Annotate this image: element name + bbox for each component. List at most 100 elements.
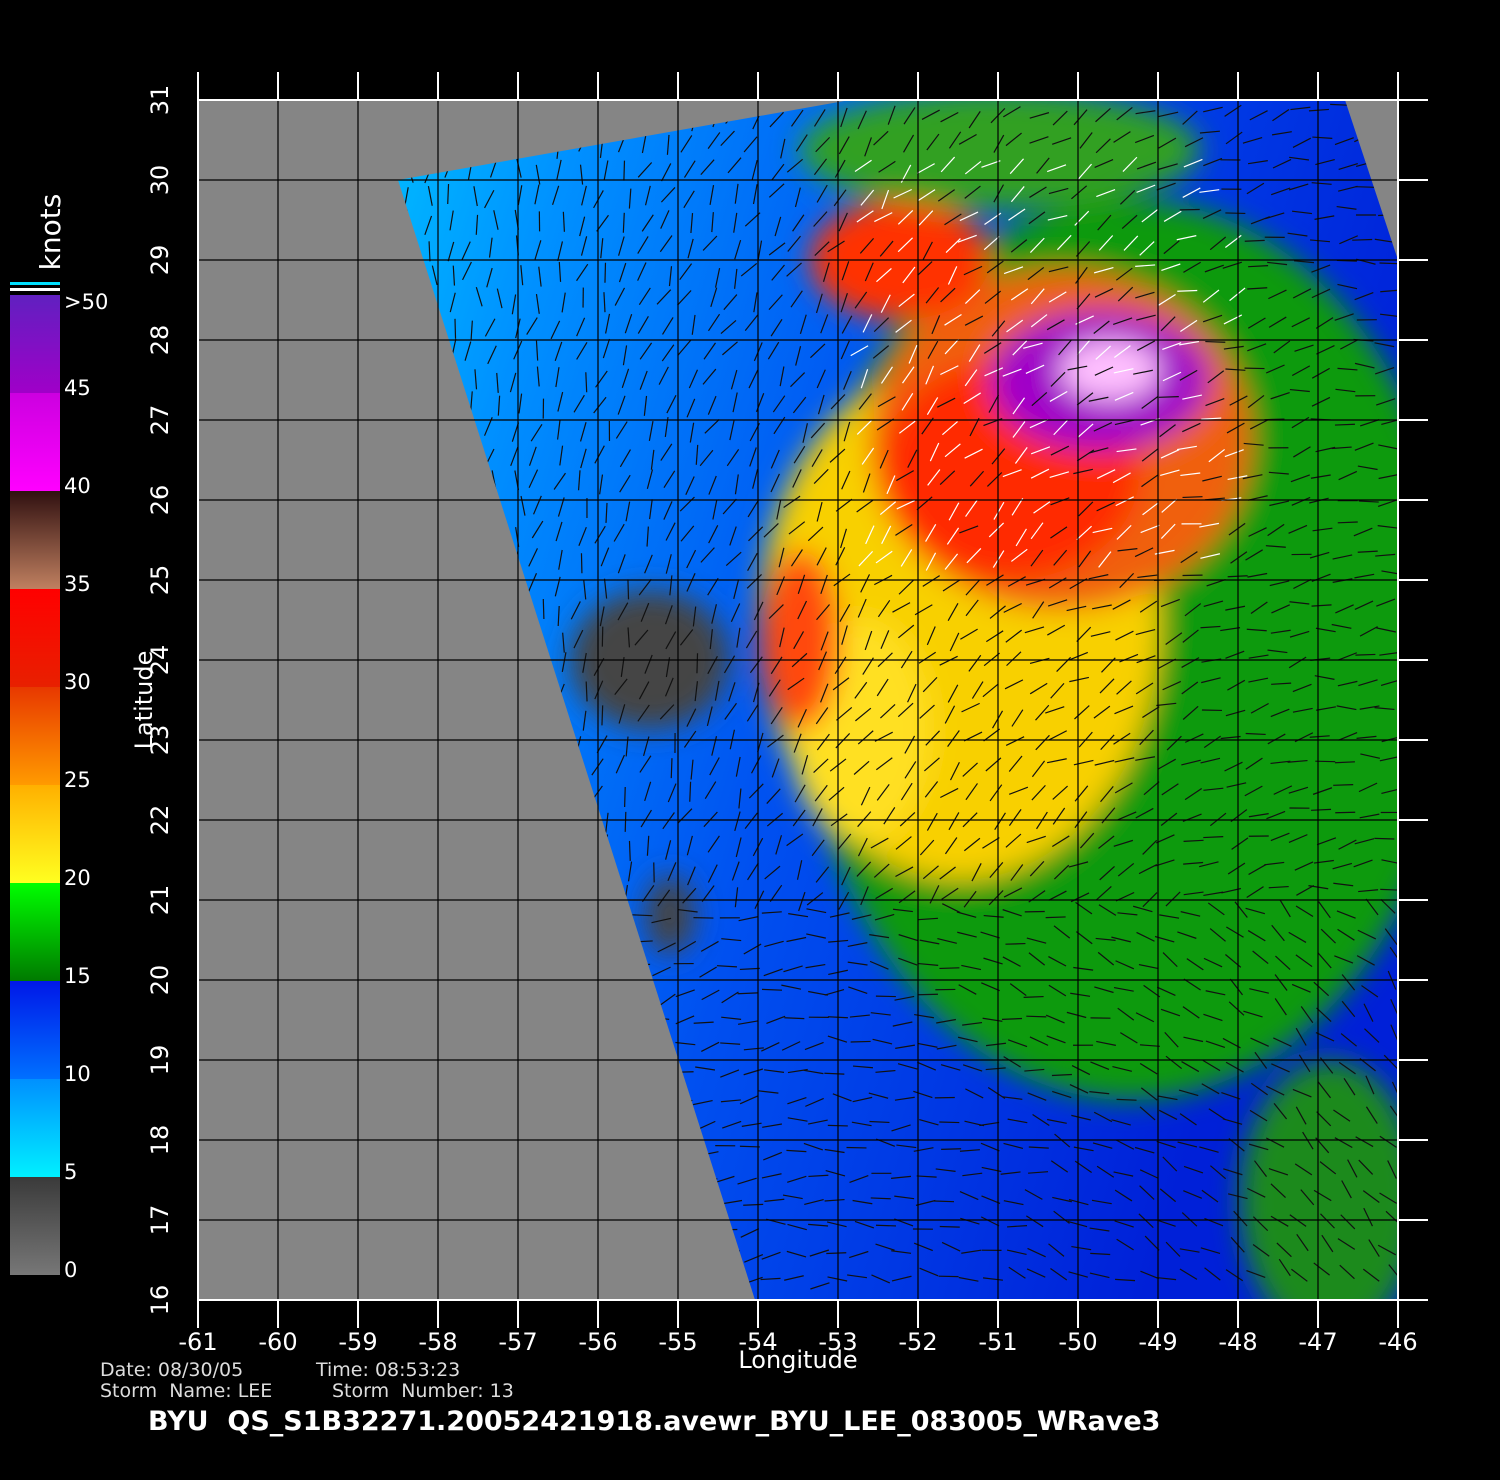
wind-vector <box>939 967 960 970</box>
wind-vector <box>786 262 802 277</box>
wind-vector <box>803 1142 824 1151</box>
wind-vector <box>1003 266 1024 275</box>
wind-vector <box>929 442 940 462</box>
wind-vector <box>536 366 540 387</box>
x-tick-label: -48 <box>1218 1328 1257 1356</box>
wind-vector <box>808 1174 829 1178</box>
wind-vector <box>1140 1087 1158 1101</box>
wind-vector <box>894 1195 915 1200</box>
wind-vector <box>1048 984 1067 997</box>
wind-vector <box>841 261 850 281</box>
wind-vector <box>1122 156 1138 172</box>
wind-vector <box>1311 396 1331 407</box>
wind-vector <box>677 339 692 356</box>
wind-vector <box>1291 1268 1308 1282</box>
wind-vector <box>913 1242 933 1252</box>
wind-vector <box>1133 369 1153 375</box>
wind-vector <box>927 469 941 486</box>
wind-vector <box>961 702 980 713</box>
wind-vector <box>531 520 544 539</box>
wind-vector <box>1354 600 1374 610</box>
wind-vector <box>1052 1090 1072 1099</box>
wind-vector <box>1098 904 1117 916</box>
wind-vector <box>528 446 537 466</box>
wind-vector <box>917 917 939 921</box>
wind-vector <box>964 315 984 326</box>
wind-vector <box>947 730 960 748</box>
wind-vector <box>1141 209 1158 223</box>
wind-vector <box>960 1217 980 1225</box>
wind-vector <box>1115 1139 1135 1150</box>
wind-vector <box>1243 1010 1263 1018</box>
wind-vector <box>1114 1220 1134 1228</box>
wind-vector <box>704 781 717 799</box>
wind-vector <box>1389 946 1398 965</box>
wind-vector <box>1156 1219 1176 1227</box>
wind-vector <box>895 524 913 536</box>
wind-vector <box>734 268 738 289</box>
wind-vector <box>1028 952 1046 966</box>
wind-vector <box>1144 1235 1160 1251</box>
wind-vector <box>740 1228 760 1238</box>
wind-vector <box>603 578 608 599</box>
wind-vector <box>857 110 867 130</box>
wind-vector <box>916 496 933 511</box>
wind-vector <box>1379 651 1398 656</box>
wind-vector <box>1094 288 1114 298</box>
wind-vector <box>1050 682 1065 699</box>
wind-vector <box>983 235 1000 251</box>
wind-vector <box>1012 397 1026 415</box>
wind-vector <box>1234 901 1248 918</box>
wind-vector <box>1096 1165 1115 1178</box>
wind-vector <box>1379 262 1398 265</box>
wind-vector <box>737 992 758 995</box>
wind-vector <box>808 1223 829 1227</box>
wind-vector <box>1339 235 1359 245</box>
wind-vector <box>722 498 737 515</box>
wind-vector <box>775 835 783 855</box>
wind-vector <box>790 372 806 388</box>
wind-vector <box>962 1064 983 1072</box>
wind-vector <box>733 212 738 233</box>
wind-vector <box>1006 319 1024 333</box>
wind-vector <box>768 242 786 256</box>
wind-vector <box>1273 1037 1292 1047</box>
wind-vector <box>1023 342 1043 349</box>
wind-vector <box>764 865 781 880</box>
wind-vector <box>708 475 717 495</box>
wind-vector <box>811 449 823 468</box>
wind-vector <box>1224 449 1244 458</box>
wind-vector <box>1340 1033 1357 1047</box>
wind-vector <box>869 1120 890 1124</box>
wind-vector <box>644 781 652 802</box>
wind-vector <box>771 758 780 778</box>
wind-vector <box>1271 131 1292 136</box>
wind-vector <box>892 908 913 913</box>
wind-vector <box>1278 1258 1291 1277</box>
wind-vector <box>1142 706 1160 719</box>
x-tick-label: -46 <box>1378 1328 1417 1356</box>
x-tick-label: -58 <box>418 1328 457 1356</box>
wind-vector <box>1047 758 1067 764</box>
wind-vector <box>632 914 653 917</box>
wind-vector <box>879 449 889 469</box>
wind-vector <box>900 782 913 801</box>
wind-vector <box>1288 183 1309 191</box>
wind-vector <box>805 1097 824 1107</box>
wind-vector <box>1270 1183 1286 1198</box>
wind-vector <box>892 602 911 613</box>
y-tick-label: 22 <box>146 805 174 836</box>
wind-vector <box>1224 761 1243 772</box>
wind-vector <box>838 136 850 155</box>
wind-vector <box>1180 319 1198 332</box>
wind-vector <box>811 839 825 857</box>
wind-vector <box>1250 601 1268 614</box>
wind-vector <box>1182 394 1203 400</box>
wind-vector <box>993 501 1005 520</box>
wind-vector <box>579 216 586 237</box>
wind-vector <box>856 210 874 223</box>
x-tick-label: -60 <box>258 1328 297 1356</box>
x-tick-label: -55 <box>658 1328 697 1356</box>
wind-vector <box>879 501 897 516</box>
wind-vector <box>688 369 699 389</box>
